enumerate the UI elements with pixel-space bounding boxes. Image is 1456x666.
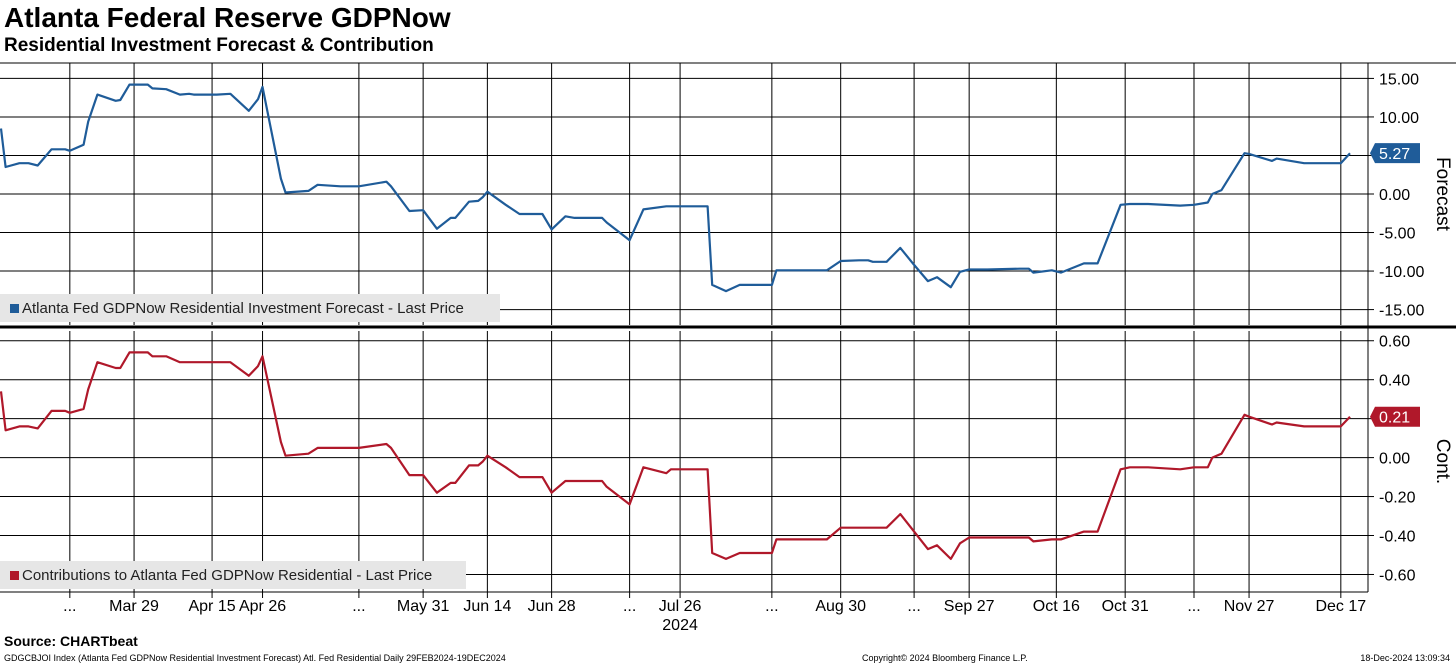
y-tick-label: -0.20 (1379, 490, 1416, 507)
legend-label: Atlanta Fed GDPNow Residential Investmen… (22, 300, 464, 317)
x-tick-label: ... (765, 598, 778, 615)
chart-title: Atlanta Federal Reserve GDPNow (4, 2, 451, 33)
y-tick-label: 15.00 (1379, 71, 1419, 88)
y-tick-label: 0.40 (1379, 373, 1410, 390)
legend-label: Contributions to Atlanta Fed GDPNow Resi… (22, 567, 432, 584)
y-tick-label: -15.00 (1379, 303, 1424, 320)
x-tick-label: Nov 27 (1224, 598, 1275, 615)
y-tick-label: 0.00 (1379, 187, 1410, 204)
x-tick-label: Jul 26 (659, 598, 702, 615)
y-tick-label: 0.60 (1379, 334, 1410, 351)
x-tick-label: Dec 17 (1315, 598, 1366, 615)
timestamp: 18-Dec-2024 13:09:34 (1360, 653, 1450, 663)
legend: Atlanta Fed GDPNow Residential Investmen… (0, 294, 500, 322)
x-tick-label: Jun 14 (463, 598, 511, 615)
legend-background (0, 561, 466, 589)
legend: Contributions to Atlanta Fed GDPNow Resi… (0, 561, 466, 589)
legend-background (0, 294, 500, 322)
series-line (0, 83, 1351, 293)
x-tick-label: Mar 29 (109, 598, 159, 615)
x-year-label: 2024 (662, 617, 698, 634)
copyright: Copyright© 2024 Bloomberg Finance L.P. (862, 653, 1028, 663)
series-line (0, 351, 1351, 561)
x-tick-label: ... (63, 598, 76, 615)
y-tick-label: -5.00 (1379, 226, 1416, 243)
x-tick-label: Oct 31 (1102, 598, 1149, 615)
x-tick-label: Apr 15 (188, 598, 235, 615)
x-tick-label: May 31 (397, 598, 450, 615)
y-tick-label: 10.00 (1379, 110, 1419, 127)
chart-subtitle: Residential Investment Forecast & Contri… (4, 35, 434, 56)
legend-swatch (10, 571, 19, 580)
x-tick-label: Jun 28 (528, 598, 576, 615)
y-axis-title: Forecast (1432, 157, 1453, 232)
x-tick-label: ... (352, 598, 365, 615)
x-tick-label: Apr 26 (239, 598, 286, 615)
y-tick-label: -10.00 (1379, 264, 1424, 281)
index-note: GDGCBJOI Index (Atlanta Fed GDPNow Resid… (4, 653, 506, 663)
x-tick-label: ... (907, 598, 920, 615)
y-tick-label: -0.40 (1379, 529, 1416, 546)
x-tick-label: Oct 16 (1033, 598, 1080, 615)
source-label: Source: CHARTbeat (4, 633, 138, 649)
last-value-tag (1370, 406, 1420, 427)
y-axis-title: Cont. (1432, 439, 1453, 484)
x-tick-label: ... (623, 598, 636, 615)
x-tick-label: Sep 27 (944, 598, 995, 615)
last-value-tag (1370, 143, 1420, 164)
x-tick-label: ... (1187, 598, 1200, 615)
legend-swatch (10, 304, 19, 313)
y-tick-label: 0.00 (1379, 451, 1410, 468)
last-value-label: 5.27 (1379, 146, 1410, 163)
y-tick-label: -0.60 (1379, 567, 1416, 584)
x-tick-label: Aug 30 (815, 598, 866, 615)
last-value-label: 0.21 (1379, 410, 1410, 427)
